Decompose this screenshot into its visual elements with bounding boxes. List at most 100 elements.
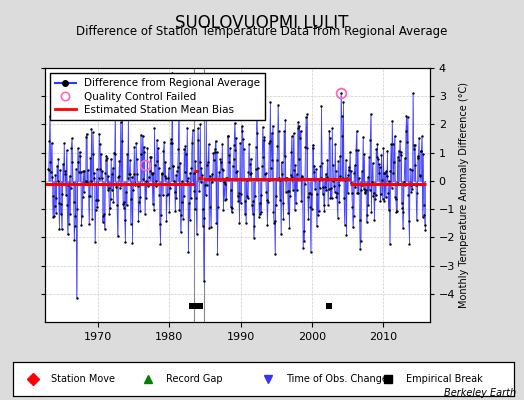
Point [303, 194, 312, 200]
Point [72, 295, 81, 301]
Point [416, 172, 424, 178]
Point [294, 156, 303, 163]
Point [93, 166, 101, 172]
Point [266, 99, 275, 105]
Point [102, 157, 110, 163]
Point [255, 213, 263, 220]
Point [81, 178, 90, 184]
Point [224, 133, 232, 139]
Point [325, 135, 334, 141]
Point [160, 173, 169, 180]
Point [305, 190, 313, 196]
Point [230, 142, 238, 148]
Point [351, 183, 359, 190]
Point [86, 178, 95, 184]
Point [408, 167, 416, 173]
Point [379, 145, 387, 151]
Point [378, 177, 386, 184]
Point [358, 182, 367, 188]
Point [55, 226, 63, 232]
Point [84, 193, 93, 199]
Point [335, 199, 344, 205]
Point [288, 174, 297, 180]
Point [45, 138, 53, 144]
Point [308, 206, 316, 212]
Point [365, 154, 373, 160]
Point [128, 174, 136, 180]
Point [203, 182, 211, 188]
Point [337, 90, 345, 96]
Point [135, 199, 143, 206]
Point [408, 186, 417, 193]
Point [406, 166, 414, 172]
Point [182, 150, 190, 157]
Point [93, 204, 102, 210]
Point [59, 181, 68, 187]
Point [94, 175, 103, 182]
Point [339, 175, 347, 181]
Point [417, 148, 425, 154]
Point [278, 159, 286, 166]
Point [216, 176, 224, 183]
Point [419, 151, 427, 157]
Point [178, 178, 186, 185]
Point [314, 208, 323, 214]
Point [219, 167, 227, 174]
Point [104, 173, 112, 179]
Point [303, 111, 311, 118]
Point [62, 147, 71, 154]
Point [249, 198, 257, 204]
Point [206, 204, 214, 210]
Point [72, 166, 80, 172]
Point [313, 191, 322, 197]
Point [79, 194, 87, 200]
Point [75, 148, 84, 155]
Point [301, 143, 310, 150]
Point [83, 130, 91, 137]
Point [111, 104, 119, 110]
Point [209, 150, 217, 156]
Point [230, 156, 238, 162]
Point [405, 217, 413, 224]
Point [91, 239, 99, 245]
Point [413, 152, 422, 159]
Point [307, 249, 315, 255]
Point [416, 172, 424, 179]
Point [409, 90, 417, 97]
Point [113, 233, 122, 240]
Point [220, 178, 228, 185]
Point [74, 158, 83, 165]
Point [107, 156, 115, 162]
Point [188, 140, 196, 146]
Point [262, 189, 270, 195]
Point [173, 163, 182, 170]
Point [49, 193, 58, 199]
Point [200, 214, 209, 221]
Point [407, 182, 415, 188]
Point [374, 161, 383, 168]
Point [420, 212, 429, 218]
Point [365, 187, 374, 193]
Point [387, 185, 396, 191]
Point [130, 144, 138, 150]
Point [267, 130, 276, 136]
Point [239, 146, 248, 152]
Point [384, 190, 392, 197]
Point [391, 194, 399, 200]
Point [236, 139, 244, 146]
Point [66, 210, 74, 217]
Point [395, 157, 403, 163]
Point [287, 148, 296, 155]
Point [142, 195, 150, 201]
Point [208, 171, 216, 177]
Point [387, 141, 395, 148]
Point [263, 222, 271, 228]
Point [166, 140, 174, 146]
Point [48, 140, 56, 146]
Point [274, 142, 282, 149]
Point [193, 168, 201, 174]
Point [138, 181, 146, 187]
Point [80, 189, 88, 195]
Point [111, 151, 119, 158]
Point [103, 154, 111, 161]
